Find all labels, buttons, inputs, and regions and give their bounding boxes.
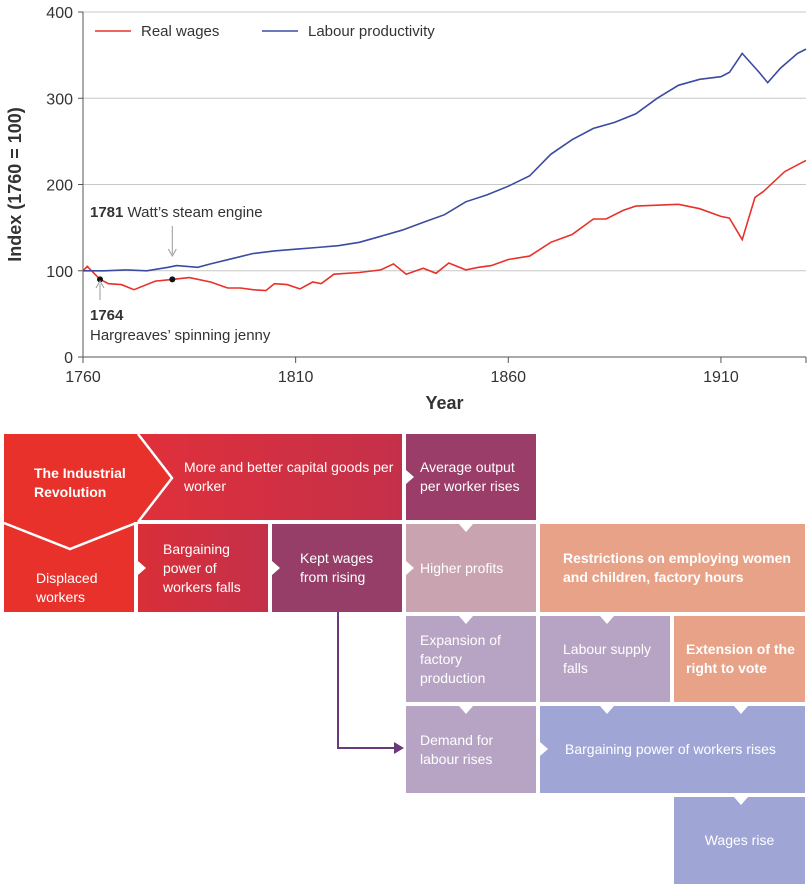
- label: Bargaining power of workers falls: [163, 540, 241, 595]
- arrow-right-icon: [540, 742, 548, 756]
- annotation-arrowhead: [95, 279, 105, 289]
- box-average-output: Average output per worker rises: [406, 434, 536, 520]
- y-tick-label: 0: [64, 350, 73, 367]
- annotation-text: Hargreaves’ spinning jenny: [90, 327, 271, 344]
- box-labour-supply: Labour supply falls: [540, 616, 670, 702]
- x-axis-label: Year: [425, 393, 463, 413]
- label: Bargaining power of workers rises: [565, 741, 776, 757]
- annotation-arrowhead: [167, 248, 177, 258]
- event-marker: [169, 276, 176, 283]
- arrow-down-icon: [600, 706, 614, 714]
- y-tick-label: 100: [46, 264, 73, 281]
- arrow-right-icon: [406, 470, 414, 484]
- label: Demand for labour rises: [420, 731, 494, 767]
- arrow-down-icon: [734, 797, 748, 805]
- label: More and better capital goods per worker: [184, 459, 394, 494]
- annotation-year: 1764: [90, 307, 124, 324]
- arrow-down-icon: [600, 616, 614, 624]
- annotation-watt: 1781 Watt’s steam engine: [90, 204, 263, 221]
- line-chart: 0 100 200 300 400 1760 1810 1860 1910 Year Index (…: [5, 5, 807, 413]
- event-marker: [97, 276, 104, 283]
- label: Restrictions on employing women and chil…: [563, 550, 791, 585]
- box-capital-goods: More and better capital goods per worker: [138, 434, 402, 520]
- arrow-down-icon: [734, 706, 748, 714]
- y-tick-label: 300: [46, 91, 73, 108]
- series-line-real-wages: [82, 159, 807, 292]
- arrow-right-icon: [272, 561, 280, 575]
- x-tick-label: 1910: [703, 369, 739, 386]
- box-higher-profits: Higher profits: [406, 524, 536, 612]
- y-tick-label: 200: [46, 178, 73, 195]
- box-bargaining-rises: Bargaining power of workers rises: [540, 706, 805, 793]
- box-demand-labour: Demand for labour rises: [406, 706, 536, 793]
- y-axis-label: Index (1760 = 100): [5, 107, 25, 262]
- arrow-down-icon: [459, 616, 473, 624]
- annotation-text: Watt’s steam engine: [128, 204, 263, 221]
- legend-label: Real wages: [141, 23, 219, 40]
- legend-label: Labour productivity: [308, 23, 435, 40]
- label: Expansion of factory production: [420, 631, 501, 686]
- box-bargaining-falls: Bargaining power of workers falls: [138, 524, 268, 612]
- y-tick-label: 400: [46, 5, 73, 22]
- arrow-down-icon: [459, 524, 473, 532]
- arrowhead-icon: [394, 742, 404, 754]
- box-extension-vote: Extension of the right to vote: [674, 616, 805, 702]
- x-tick-label: 1810: [278, 369, 314, 386]
- x-tick-label: 1860: [490, 369, 526, 386]
- label: Displaced workers: [36, 570, 98, 605]
- label: Wages rise: [704, 832, 775, 848]
- label: Higher profits: [420, 559, 504, 576]
- x-tick-label: 1760: [65, 369, 101, 386]
- label: Labour supply falls: [563, 641, 651, 676]
- box-wages-rise: Wages rise: [674, 797, 805, 884]
- box-restrictions: Restrictions on employing women and chil…: [540, 524, 805, 612]
- label: Average output per worker rises: [420, 459, 520, 494]
- label: Kept wages from rising: [300, 550, 374, 585]
- label: Extension of the right to vote: [686, 641, 795, 676]
- box-displaced-workers: Displaced workers: [4, 524, 134, 612]
- annotation-year: 1781: [90, 204, 128, 221]
- connector-arrow-line: [337, 612, 396, 749]
- arrow-down-icon: [459, 706, 473, 714]
- series-line-labour-productivity: [83, 48, 807, 272]
- arrow-right-icon: [406, 561, 414, 575]
- box-kept-wages: Kept wages from rising: [272, 524, 402, 612]
- box-expansion: Expansion of factory production: [406, 616, 536, 702]
- label: The Industrial Revolution: [34, 465, 126, 500]
- arrow-right-icon: [138, 561, 146, 575]
